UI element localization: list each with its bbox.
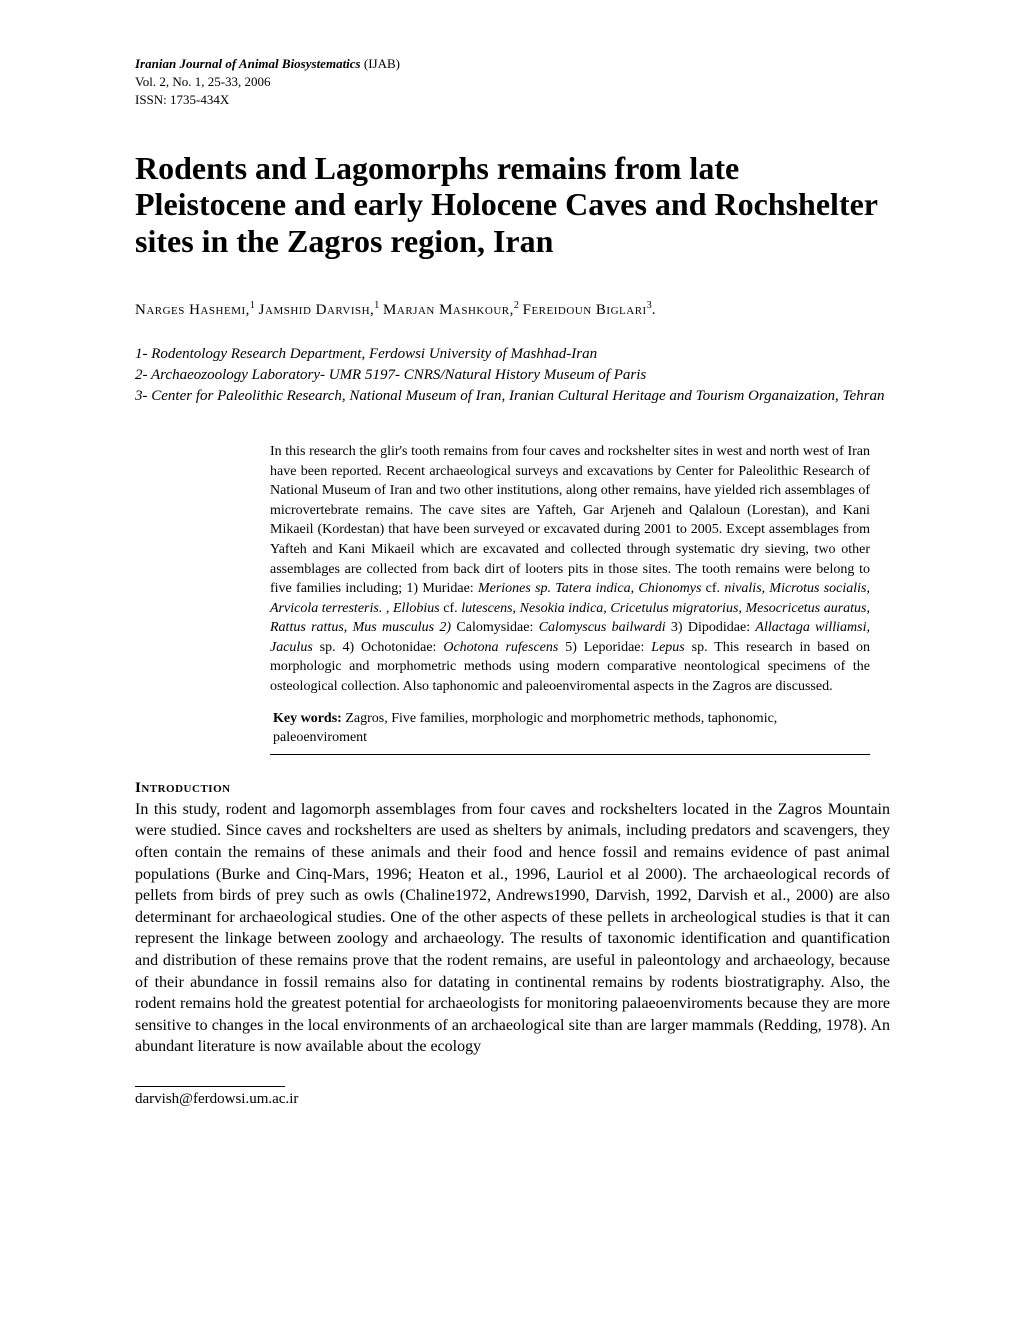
abstract-part-1a: In this research the glir's tooth remain… (270, 444, 870, 596)
authors-line: Narges Hashemi,1 Jamshid Darvish,1 Marja… (135, 300, 890, 319)
abstract-part-1e: 3) Dipodidae: (666, 620, 756, 635)
abstract-italic-1: Meriones sp. Tatera indica, Chionomys (478, 581, 701, 596)
journal-volume-line: Vol. 2, No. 1, 25-33, 2006 (135, 73, 890, 91)
abstract-part-1d: Calomysidae: (451, 620, 539, 635)
authors-end: . (652, 302, 656, 318)
journal-name-line: Iranian Journal of Animal Biosystematics… (135, 55, 890, 73)
affiliations: 1- Rodentology Research Department, Ferd… (135, 344, 890, 407)
author-2-sup: 1 (374, 300, 379, 311)
journal-name: Iranian Journal of Animal Biosystematics (135, 56, 361, 71)
footer-email: darvish@ferdowsi.um.ac.ir (135, 1091, 890, 1108)
journal-header: Iranian Journal of Animal Biosystematics… (135, 55, 890, 110)
introduction-heading: Introduction (135, 780, 890, 797)
abstract: In this research the glir's tooth remain… (270, 442, 870, 697)
author-1: Narges Hashemi, (135, 302, 250, 318)
keywords: Key words: Zagros, Five families, morpho… (273, 709, 870, 748)
introduction-body: In this study, rodent and lagomorph asse… (135, 799, 890, 1058)
author-4: Fereidoun Biglari (523, 302, 647, 318)
abstract-part-1c: cf. (440, 601, 462, 616)
author-2: Jamshid Darvish, (259, 302, 375, 318)
affiliation-1: 1- Rodentology Research Department, Ferd… (135, 344, 890, 365)
author-1-sup: 1 (250, 300, 255, 311)
author-3-sup: 2 (514, 300, 519, 311)
article-title: Rodents and Lagomorphs remains from late… (135, 150, 890, 260)
abstract-italic-4: Calomyscus bailwardi (539, 620, 666, 635)
abstract-part-1g: 5) Leporidae: (558, 640, 651, 655)
abstract-part-1b: cf. (701, 581, 724, 596)
affiliation-2: 2- Archaeozoology Laboratory- UMR 5197- … (135, 365, 890, 386)
footer-separator (135, 1086, 285, 1087)
keywords-text: Zagros, Five families, morphologic and m… (273, 711, 777, 746)
affiliation-3: 3- Center for Paleolithic Research, Nati… (135, 386, 890, 407)
journal-abbr: (IJAB) (361, 56, 400, 71)
abstract-italic-6: Ochotona rufescens (443, 640, 558, 655)
journal-issn-line: ISSN: 1735-434X (135, 91, 890, 109)
abstract-italic-7: Lepus (651, 640, 684, 655)
author-3: Marjan Mashkour, (383, 302, 514, 318)
abstract-separator (270, 754, 870, 755)
keywords-label: Key words: (273, 711, 342, 726)
abstract-part-1f: sp. 4) Ochotonidae: (313, 640, 444, 655)
